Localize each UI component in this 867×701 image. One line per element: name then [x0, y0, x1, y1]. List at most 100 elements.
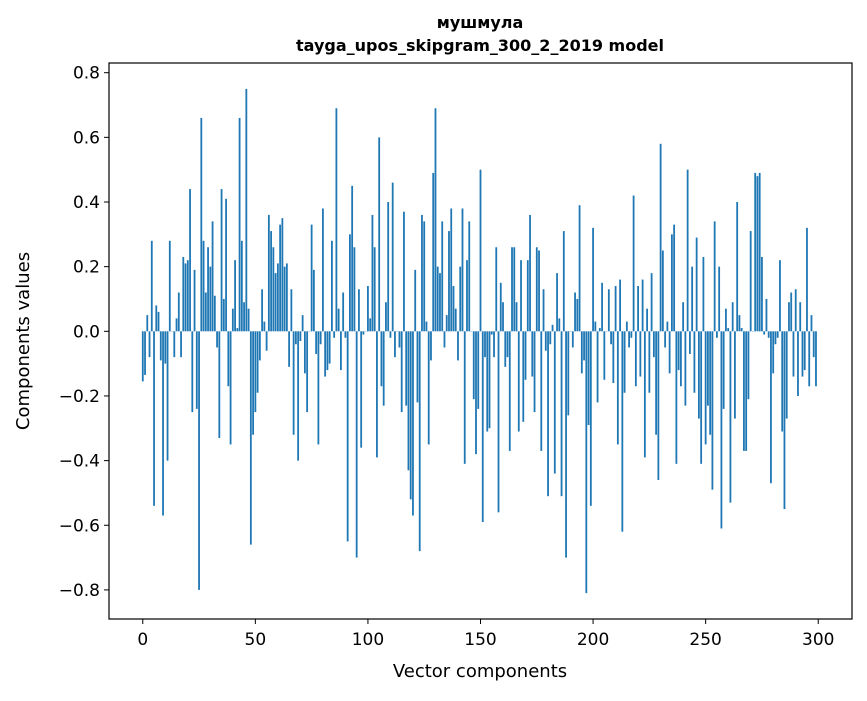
bar: [500, 283, 502, 331]
bar: [288, 331, 290, 367]
bar: [657, 331, 659, 480]
bar: [621, 331, 623, 531]
bar: [662, 250, 664, 331]
bar: [682, 302, 684, 331]
bar: [304, 331, 306, 373]
bar: [554, 331, 556, 473]
bar: [428, 331, 430, 444]
bar: [243, 302, 245, 331]
bar: [666, 322, 668, 332]
bar: [581, 331, 583, 373]
y-tick-label: 0.2: [73, 258, 100, 278]
bar: [642, 280, 644, 332]
bar: [669, 331, 671, 373]
bar: [475, 331, 477, 454]
bar: [408, 331, 410, 470]
bar: [167, 331, 169, 460]
bar: [689, 331, 691, 354]
bar: [574, 293, 576, 332]
bar: [453, 286, 455, 331]
bar: [363, 331, 365, 334]
bar: [617, 331, 619, 444]
bar: [608, 289, 610, 331]
bar: [750, 231, 752, 331]
bar: [372, 215, 374, 331]
bar: [473, 331, 475, 399]
bar: [315, 331, 317, 354]
bar: [493, 331, 495, 357]
bar: [286, 263, 288, 331]
bar: [356, 331, 358, 557]
bar: [552, 325, 554, 331]
bar: [709, 331, 711, 434]
bar: [259, 331, 261, 360]
bar: [678, 331, 680, 370]
bar: [509, 331, 511, 451]
bar: [775, 331, 777, 344]
bar: [173, 331, 175, 357]
bar: [540, 331, 542, 451]
bar: [534, 331, 536, 412]
bar: [601, 283, 603, 331]
bar: [248, 309, 250, 332]
bar: [576, 299, 578, 331]
bar: [236, 328, 238, 331]
bar: [261, 289, 263, 331]
bar: [700, 331, 702, 464]
bar: [306, 331, 308, 412]
x-tick-label: 50: [245, 630, 267, 650]
bar: [477, 331, 479, 409]
bar: [401, 331, 403, 412]
bar: [754, 173, 756, 331]
bar: [419, 331, 421, 551]
bar: [263, 322, 265, 332]
bar: [590, 331, 592, 506]
bar: [448, 231, 450, 331]
bar: [718, 267, 720, 332]
bar: [594, 322, 596, 332]
bar: [691, 267, 693, 332]
bar: [196, 331, 198, 409]
bar: [241, 241, 243, 332]
bar: [610, 331, 612, 344]
bar: [628, 331, 630, 347]
bar: [146, 315, 148, 331]
bar: [545, 331, 547, 350]
bar: [178, 293, 180, 332]
x-tick-label: 250: [689, 630, 721, 650]
bar: [491, 331, 493, 334]
y-axis: −0.8−0.6−0.4−0.20.00.20.40.60.8: [59, 64, 109, 601]
bar: [155, 305, 157, 331]
bar: [200, 118, 202, 331]
bar: [599, 328, 601, 331]
bar: [633, 196, 635, 332]
bar: [336, 108, 338, 331]
y-tick-label: 0.4: [73, 193, 100, 213]
bar: [770, 331, 772, 483]
bar: [198, 331, 200, 590]
bar: [702, 257, 704, 331]
bar: [655, 331, 657, 434]
bar: [351, 186, 353, 331]
bar: [437, 267, 439, 332]
bar: [637, 286, 639, 331]
bar: [502, 302, 504, 331]
bar: [275, 273, 277, 331]
bar: [218, 331, 220, 438]
bar: [421, 215, 423, 331]
bar: [567, 331, 569, 415]
bar: [815, 331, 817, 386]
bar: [410, 331, 412, 499]
y-tick-label: −0.4: [59, 452, 100, 472]
bar: [191, 331, 193, 412]
bar: [635, 331, 637, 386]
bar: [360, 331, 362, 447]
bar: [727, 328, 729, 331]
bar: [549, 331, 551, 344]
bar: [644, 331, 646, 457]
bar: [673, 225, 675, 332]
bar: [482, 331, 484, 522]
bar: [189, 189, 191, 331]
bar: [527, 260, 529, 331]
